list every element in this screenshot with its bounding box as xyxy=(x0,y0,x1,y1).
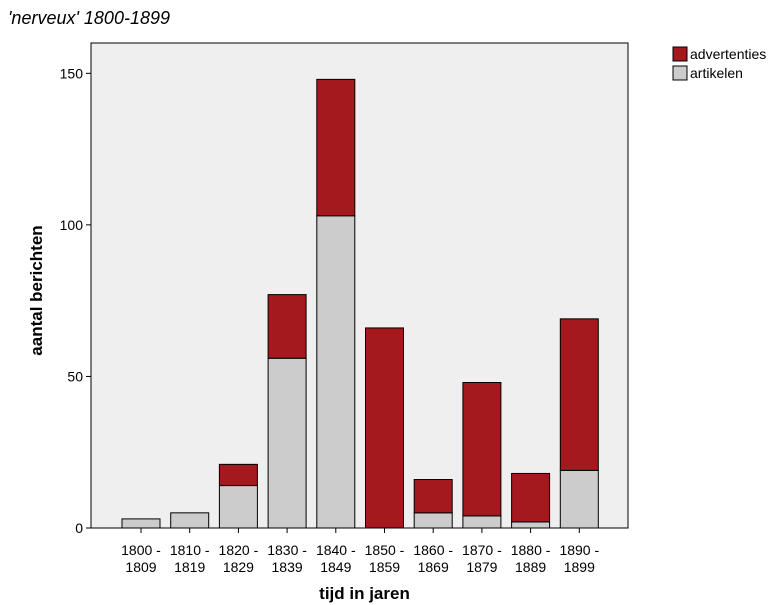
bar-advertenties-1840-1849 xyxy=(316,78,356,217)
legend-label-advertenties: advertenties xyxy=(690,46,766,62)
bar-advertenties-1850-1859 xyxy=(365,327,404,529)
x-tick-label: 1870 -1879 xyxy=(462,542,502,575)
legend-label-artikelen: artikelen xyxy=(690,65,743,81)
bar-artikelen-1820-1829 xyxy=(218,485,258,529)
x-tick-label: 1860 -1869 xyxy=(413,542,453,575)
bar-artikelen-1830-1839 xyxy=(267,357,307,529)
y-axis: 0 50 100 150 xyxy=(60,65,91,536)
y-axis-title: aantal berichten xyxy=(27,225,46,355)
bar-advertenties-1860-1869 xyxy=(413,479,453,514)
chart-title: 'nerveux' 1800-1899 xyxy=(8,8,170,28)
bars xyxy=(121,78,599,529)
y-tick-label: 100 xyxy=(60,217,84,233)
x-tick-label: 1810 -1819 xyxy=(170,542,210,575)
y-tick-label: 50 xyxy=(67,368,83,384)
x-tick-label: 1880 -1889 xyxy=(511,542,551,575)
legend: advertenties artikelen xyxy=(672,46,766,81)
plot-area xyxy=(90,42,629,529)
x-tick-label: 1820 -1829 xyxy=(219,542,259,575)
bar-artikelen-1880-1889 xyxy=(511,521,551,529)
bar-artikelen-1860-1869 xyxy=(413,512,453,529)
x-tick-label: 1800 -1809 xyxy=(121,542,161,575)
bar-advertenties-1890-1899 xyxy=(559,318,599,471)
bar-artikelen-1890-1899 xyxy=(559,469,599,529)
x-axis-title: tijd in jaren xyxy=(319,584,410,603)
legend-swatch-advertenties xyxy=(672,46,688,62)
x-tick-label: 1890 -1899 xyxy=(559,542,599,575)
x-tick-label: 1840 -1849 xyxy=(316,542,356,575)
bar-artikelen-1870-1879 xyxy=(462,515,502,529)
bar-advertenties-1820-1829 xyxy=(218,463,258,487)
y-tick-label: 0 xyxy=(75,520,83,536)
bar-artikelen-1810-1819 xyxy=(170,512,210,529)
bar-advertenties-1880-1889 xyxy=(511,472,551,523)
x-tick-label: 1850 -1859 xyxy=(365,542,405,575)
y-tick-label: 150 xyxy=(60,65,84,81)
x-tick-label: 1830 -1839 xyxy=(267,542,307,575)
bar-artikelen-1840-1849 xyxy=(316,215,356,529)
bar-artikelen-1800-1809 xyxy=(121,518,161,529)
legend-swatch-artikelen xyxy=(672,65,688,81)
bar-advertenties-1870-1879 xyxy=(462,382,502,517)
bar-advertenties-1830-1839 xyxy=(267,294,307,359)
